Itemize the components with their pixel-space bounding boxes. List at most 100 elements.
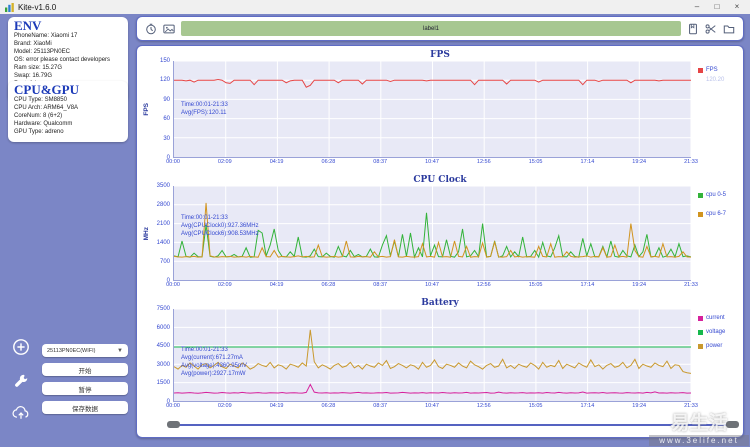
chart-title: CPU Clock [413, 175, 467, 185]
pause-button[interactable]: 暂停 [42, 382, 128, 395]
x-tick-label: 06:28 [321, 282, 336, 288]
x-tick-label: 19:24 [632, 403, 647, 409]
env-line: OS: error please contact developers [14, 57, 111, 64]
cloud-upload-icon[interactable] [12, 404, 30, 422]
charts-area: FPS FPS 0 30 60 90 120 150 Time:00:01-21:33 Avg(F… [137, 49, 743, 411]
legend-value: 120.20 [706, 77, 725, 83]
y-axis-label: MHz [142, 226, 150, 241]
x-tick-label: 15:05 [528, 403, 543, 409]
plot-area[interactable]: Time:00:01-21:33 Avg(current):671.27mA Avg… [173, 309, 691, 402]
minimize-button[interactable]: – [694, 2, 700, 11]
y-tick-label: 0 [166, 278, 170, 284]
plot-area[interactable]: Time:00:01-21:33 Avg(CPUClock0):927.36MHz… [173, 186, 691, 281]
add-circle-icon[interactable] [12, 338, 30, 356]
app-icon [5, 2, 14, 12]
legend-swatch [698, 68, 703, 73]
legend-swatch [698, 212, 703, 217]
env-line: Ram size: 15.27G [14, 64, 63, 71]
label-bar[interactable]: label1 [181, 21, 681, 36]
x-tick-label: 17:14 [580, 159, 595, 165]
legend-label: current [706, 315, 725, 321]
x-tick-label: 08:37 [373, 159, 388, 165]
close-button[interactable]: × [734, 2, 740, 11]
chart-legend: FPS 120.20 [691, 61, 743, 158]
env-line: Swap: 16.79G [14, 72, 53, 79]
y-tick-label: 150 [159, 58, 170, 64]
legend-item[interactable]: power [698, 343, 743, 349]
chart-fps: FPS FPS 0 30 60 90 120 150 Time:00:01-21:33 Avg(F… [137, 49, 743, 167]
env-line: Brand: XiaoMi [14, 41, 52, 48]
plot-area[interactable]: Time:00:01-21:33 Avg(FPS):120.11 [173, 61, 691, 158]
chart-legend: current voltage power [691, 309, 743, 402]
legend-item[interactable]: cpu 6-7 [698, 211, 743, 217]
env-line: PhoneName: Xiaomi 17 [14, 33, 78, 40]
cpugpu-line: CoreNum: 8 (6+2) [14, 113, 63, 120]
x-tick-label: 00:00 [166, 282, 180, 288]
x-tick-label: 21:33 [684, 403, 698, 409]
x-tick-label: 02:09 [217, 282, 232, 288]
series-line [174, 384, 691, 393]
chart-annotation: Time:00:01-21:33 Avg(FPS):120.11 [181, 102, 228, 117]
slider-handle-left[interactable] [167, 421, 180, 428]
legend-item[interactable]: voltage [698, 329, 743, 335]
charts-panel: FPS FPS 0 30 60 90 120 150 Time:00:01-21:33 Avg(F… [136, 45, 744, 438]
x-tick-label: 17:14 [580, 282, 595, 288]
slider-handle-right[interactable] [726, 421, 739, 428]
toolbar-panel: label1 [136, 16, 744, 41]
y-tick-label: 1500 [156, 380, 170, 387]
legend-label: cpu 6-7 [706, 211, 727, 217]
chart-annotation: Time:00:01-21:33 Avg(current):671.27mA Avg… [181, 346, 247, 378]
chart-title: FPS [430, 50, 450, 60]
y-tick-label: 3000 [156, 361, 170, 368]
chart-annotation: Time:00:01-21:33 Avg(CPUClock0):927.36MHz… [181, 215, 259, 238]
x-tick-label: 19:24 [632, 282, 647, 288]
y-tick-label: 3500 [156, 183, 170, 189]
legend-swatch [698, 344, 703, 349]
x-tick-label: 08:37 [373, 282, 388, 288]
x-tick-label: 17:14 [580, 403, 595, 409]
y-tick-label: 0 [166, 155, 170, 161]
legend-item[interactable]: cpu 0-5 [698, 192, 743, 198]
legend-label: power [706, 343, 723, 349]
y-tick-label: 60 [163, 116, 170, 123]
y-axis-label: FPS [142, 103, 150, 116]
y-tick-label: 90 [163, 96, 170, 103]
x-tick-label: 02:09 [217, 403, 232, 409]
x-tick-label: 15:05 [528, 159, 543, 165]
legend-label: FPS [706, 67, 718, 73]
window-title: Kite-v1.6.0 [18, 2, 57, 12]
y-tick-label: 700 [159, 259, 170, 265]
wrench-icon[interactable] [12, 372, 30, 390]
chart-battery: Battery 0 1500 3000 4500 6000 7500 Time:00:01-2… [137, 297, 743, 411]
device-dropdown[interactable]: 25113PN0EC(WIFI) ▼ [42, 344, 128, 357]
y-tick-label: 2800 [156, 202, 170, 208]
save-data-button[interactable]: 保存数据 [42, 401, 128, 414]
titlebar: Kite-v1.6.0 – □ × [0, 0, 750, 14]
cpugpu-line: CPU Type: SM8850 [14, 97, 67, 104]
cpugpu-line: Hardware: Qualcomm [14, 121, 73, 128]
x-tick-label: 06:28 [321, 159, 336, 165]
device-dropdown-label: 25113PN0EC(WIFI) [47, 347, 96, 354]
maximize-button[interactable]: □ [714, 2, 720, 11]
env-title: ENV [14, 18, 42, 33]
scissors-icon[interactable] [705, 23, 717, 35]
x-tick-label: 10:47 [425, 403, 439, 409]
legend-swatch [698, 330, 703, 335]
x-tick-label: 04:19 [269, 282, 284, 288]
slider-track[interactable] [172, 424, 734, 426]
folder-icon[interactable] [723, 23, 735, 35]
cpugpu-line: GPU Type: adreno [14, 128, 64, 135]
x-tick-label: 08:37 [373, 403, 388, 409]
start-button[interactable]: 开始 [42, 363, 128, 376]
x-tick-label: 12:56 [476, 282, 491, 288]
x-tick-label: 12:56 [476, 159, 491, 165]
legend-item[interactable]: FPS [698, 67, 743, 73]
legend-item[interactable]: current [698, 315, 743, 321]
x-tick-label: 00:00 [166, 403, 180, 409]
y-tick-label: 120 [159, 77, 170, 84]
screenshot-icon[interactable] [163, 23, 175, 35]
timer-icon[interactable] [145, 23, 157, 35]
save-icon[interactable] [687, 23, 699, 35]
x-tick-label: 12:56 [476, 403, 491, 409]
y-tick-label: 7500 [156, 306, 170, 312]
